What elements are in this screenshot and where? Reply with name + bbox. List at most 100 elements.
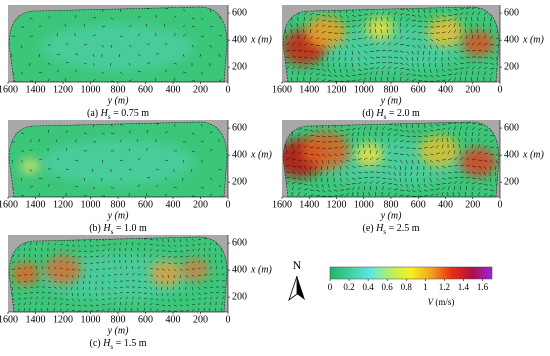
arrow bbox=[143, 260, 146, 264]
arrow bbox=[453, 72, 458, 76]
x-tick-label: 800 bbox=[384, 199, 399, 210]
arrow bbox=[23, 302, 26, 306]
arrow bbox=[167, 268, 171, 272]
arrow bbox=[344, 56, 347, 61]
y-axis-label: x (m) bbox=[250, 149, 272, 160]
arrow bbox=[47, 78, 50, 82]
arrow bbox=[477, 35, 480, 40]
arrow bbox=[59, 254, 62, 258]
arrow bbox=[291, 66, 296, 70]
arrow bbox=[191, 254, 195, 258]
arrow bbox=[381, 132, 384, 137]
arrow bbox=[435, 177, 440, 181]
arrow bbox=[155, 286, 157, 290]
arrow bbox=[441, 132, 445, 137]
x-tick-label: 1400 bbox=[299, 84, 319, 95]
arrow bbox=[477, 177, 482, 181]
arrow bbox=[357, 44, 362, 47]
arrow bbox=[315, 62, 320, 67]
arrow bbox=[387, 66, 392, 70]
arrow bbox=[363, 17, 367, 22]
arrow bbox=[447, 171, 452, 174]
arrow bbox=[338, 50, 341, 55]
arrow bbox=[215, 248, 217, 252]
arrow bbox=[173, 238, 175, 242]
arrow bbox=[351, 44, 355, 49]
arrow bbox=[315, 159, 318, 164]
arrow bbox=[128, 44, 132, 47]
arrow bbox=[435, 8, 437, 13]
arrow bbox=[435, 159, 440, 162]
arrow bbox=[411, 19, 416, 22]
arrow bbox=[369, 62, 374, 65]
arrow bbox=[453, 126, 457, 131]
arrow bbox=[65, 280, 68, 284]
arrow bbox=[11, 280, 14, 284]
arrow bbox=[375, 11, 379, 16]
arrow bbox=[101, 280, 104, 284]
arrow bbox=[185, 298, 189, 302]
arrow bbox=[137, 33, 141, 37]
arrow bbox=[297, 171, 302, 175]
arrow bbox=[483, 188, 488, 191]
arrow bbox=[290, 29, 293, 34]
arrow bbox=[203, 260, 205, 264]
arrow bbox=[29, 242, 32, 246]
arrow bbox=[47, 296, 51, 300]
arrow bbox=[465, 77, 467, 82]
arrow bbox=[65, 304, 69, 306]
arrow bbox=[291, 49, 296, 52]
arrow bbox=[55, 139, 58, 143]
arrow bbox=[314, 171, 317, 176]
arrow bbox=[465, 42, 470, 46]
x-tick-label: 1400 bbox=[299, 199, 319, 210]
arrow bbox=[333, 195, 338, 197]
arrow bbox=[65, 130, 68, 134]
arrow bbox=[465, 144, 467, 149]
arrow bbox=[471, 182, 476, 185]
arrow bbox=[20, 159, 23, 163]
arrow bbox=[83, 268, 87, 272]
arrow bbox=[155, 15, 157, 19]
x-tick-label: 800 bbox=[384, 84, 399, 95]
arrow bbox=[101, 308, 105, 312]
arrow bbox=[315, 44, 320, 47]
arrow bbox=[405, 123, 408, 128]
arrow bbox=[410, 171, 413, 176]
arrow bbox=[74, 159, 78, 162]
caption-sub: s bbox=[383, 228, 386, 236]
arrow bbox=[393, 56, 398, 59]
arrow bbox=[339, 14, 343, 19]
arrow bbox=[375, 144, 377, 149]
arrow bbox=[107, 267, 111, 270]
arrow bbox=[11, 274, 15, 278]
arrow bbox=[459, 150, 462, 155]
arrow bbox=[351, 171, 356, 175]
field-hotspot bbox=[305, 15, 346, 48]
arrow bbox=[110, 62, 112, 66]
arrow bbox=[477, 192, 480, 197]
arrow bbox=[23, 286, 27, 289]
arrow bbox=[357, 37, 362, 40]
arrow bbox=[320, 171, 323, 176]
arrow bbox=[441, 50, 444, 55]
arrow bbox=[107, 280, 111, 284]
arrow bbox=[387, 165, 392, 169]
arrow bbox=[137, 266, 140, 270]
arrow bbox=[405, 8, 410, 12]
arrow bbox=[411, 50, 414, 55]
arrow bbox=[40, 308, 43, 312]
arrow bbox=[209, 308, 211, 312]
arrow bbox=[95, 309, 99, 312]
arrow bbox=[423, 14, 427, 19]
arrow bbox=[459, 122, 464, 125]
arrow bbox=[297, 132, 301, 137]
arrow bbox=[429, 74, 434, 78]
arrow bbox=[477, 50, 482, 52]
arrow bbox=[477, 62, 482, 64]
arrow bbox=[214, 308, 217, 312]
arrow bbox=[101, 159, 104, 163]
arrow bbox=[137, 296, 141, 300]
arrow bbox=[303, 133, 308, 137]
arrow bbox=[399, 153, 404, 156]
